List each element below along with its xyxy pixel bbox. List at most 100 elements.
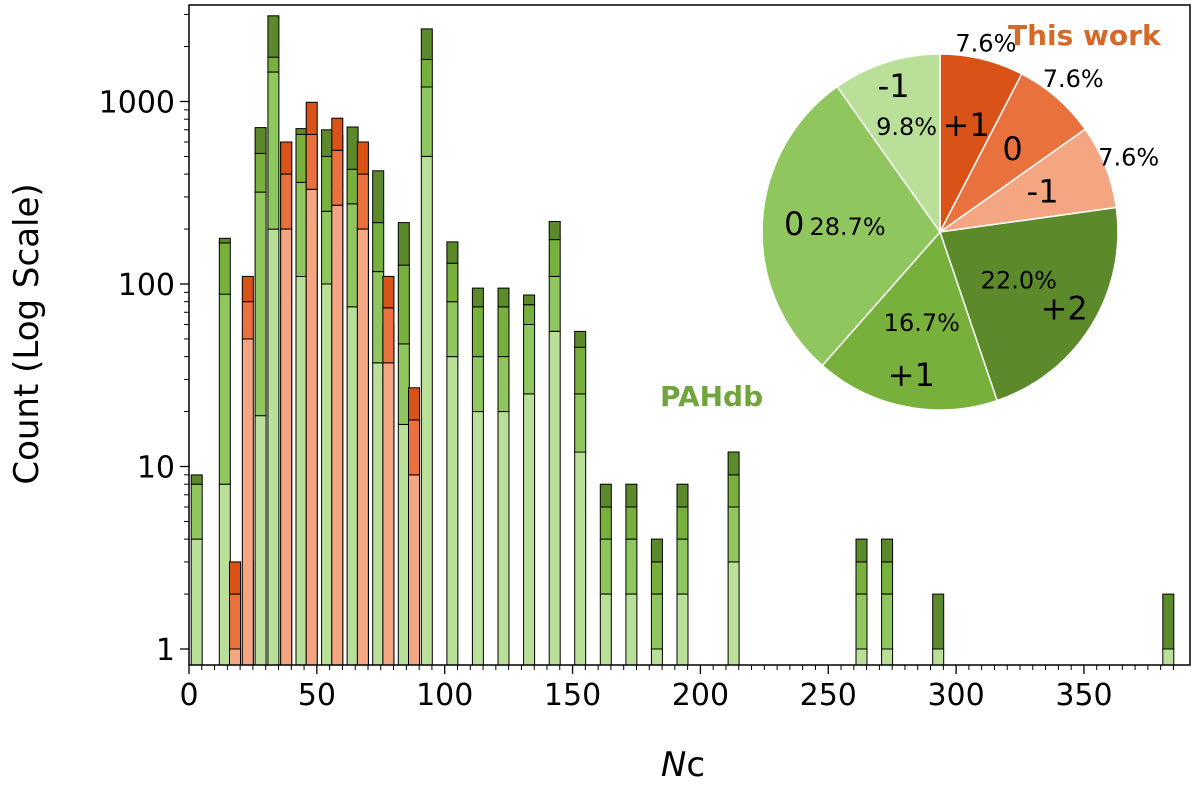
bar-segment <box>420 58 433 88</box>
pie-charge-label: +1 <box>943 106 990 144</box>
bar-segment <box>190 474 203 485</box>
pie-percent-label: 22.0% <box>981 267 1057 295</box>
bar-segment <box>574 393 587 453</box>
bar-segment <box>254 415 267 666</box>
x-tick-label: 100 <box>416 678 473 713</box>
bar-segment <box>267 15 280 58</box>
bar-segment <box>382 275 395 309</box>
bar-segment <box>295 182 308 277</box>
bar-segment <box>599 483 612 508</box>
bar-segment <box>254 191 267 417</box>
bar-segment <box>471 411 484 666</box>
bar-segment <box>523 393 536 666</box>
pie-percent-label: 9.8% <box>876 113 937 141</box>
bar-segment <box>625 506 638 540</box>
bar-segment <box>280 141 293 175</box>
bar-segment <box>420 155 433 666</box>
x-tick-label: 200 <box>672 678 729 713</box>
bar-segment <box>397 222 410 266</box>
bar-segment <box>267 228 280 666</box>
bar-segment <box>574 346 587 395</box>
bar-segment <box>372 222 385 273</box>
bar-segment <box>346 126 359 170</box>
pie-percent-label: 7.6% <box>1098 143 1159 171</box>
bar-segment <box>599 538 612 595</box>
bar-segment <box>372 362 385 666</box>
bar-segment <box>650 561 663 595</box>
bar-segment <box>295 275 308 666</box>
pie-slice <box>761 85 941 367</box>
bar-segment <box>305 101 318 135</box>
bar-segment <box>599 506 612 540</box>
bar-segment <box>229 648 241 666</box>
bar-segment <box>295 133 308 183</box>
bar-segment <box>497 356 510 413</box>
bar-segment <box>397 423 410 666</box>
pie-percent-label: 16.7% <box>884 309 960 337</box>
pie-charge-label: +2 <box>1041 290 1088 328</box>
axes-layer: 0 50 100 150 200 250 300 350 1 10 100 1000 <box>99 4 1191 713</box>
bar-segment <box>346 306 359 666</box>
pie-charge-label: -1 <box>1027 172 1059 210</box>
x-tick-label: 300 <box>927 678 984 713</box>
bar-segment <box>471 356 484 413</box>
bar-segment <box>321 155 334 212</box>
legend-this-work: This work <box>1008 19 1162 52</box>
y-tick-label: 1 <box>156 633 175 668</box>
bar-segment <box>321 210 334 285</box>
x-tick-label: 0 <box>179 678 198 713</box>
bar-segment <box>855 538 868 563</box>
bar-segment <box>446 356 459 666</box>
plot-frame <box>188 4 1191 666</box>
bar-segment <box>855 561 868 595</box>
y-tick-label: 10 <box>137 451 175 486</box>
bar-segment <box>267 71 280 230</box>
bar-segment <box>382 362 395 666</box>
bar-segment <box>229 561 241 595</box>
bar-segment <box>676 593 689 666</box>
bar-segment <box>280 228 293 666</box>
bar-segment <box>881 538 894 563</box>
bar-segment <box>676 538 689 595</box>
pie-charge-label: 0 <box>1002 130 1022 168</box>
bar-segment <box>241 275 254 303</box>
bar-segment <box>346 168 359 205</box>
bar-segment <box>397 264 410 345</box>
pie-layer: 7.6%+17.6%0 7.6%-122.0%+216.7%+128.7%09.8… <box>660 19 1162 413</box>
bar-segment <box>408 474 420 666</box>
x-tick-label: 250 <box>800 678 857 713</box>
pie-slice <box>821 230 999 411</box>
bar-segment <box>497 411 510 666</box>
bars-layer <box>190 15 1175 666</box>
bar-segment <box>650 593 663 650</box>
bar-segment <box>625 593 638 666</box>
bar-segment <box>523 324 536 395</box>
x-tick-label: 50 <box>298 678 336 713</box>
bar-segment <box>446 241 459 264</box>
bar-segment <box>190 483 203 540</box>
pie-slice <box>938 206 1119 402</box>
bar-segment <box>574 330 587 348</box>
bar-segment <box>548 275 561 332</box>
bar-segment <box>229 593 241 650</box>
bar-segment <box>548 221 561 241</box>
y-tick-label: 1000 <box>99 86 175 121</box>
x-tick-label: 150 <box>544 678 601 713</box>
bar-segment <box>471 306 484 358</box>
bar-segment <box>346 203 359 308</box>
bar-segment <box>218 237 231 244</box>
bar-segment <box>372 170 385 224</box>
bar-segment <box>446 301 459 358</box>
bar-segment <box>331 149 344 206</box>
bar-segment <box>625 483 638 508</box>
x-tick-label: 350 <box>1055 678 1112 713</box>
bar-segment <box>254 153 267 193</box>
bar-segment <box>420 86 433 157</box>
pie-percent-label: 7.6% <box>1043 65 1104 93</box>
bar-segment <box>408 419 420 476</box>
bar-segment <box>190 538 203 666</box>
bar-segment <box>280 173 293 230</box>
bar-segment <box>727 506 740 563</box>
